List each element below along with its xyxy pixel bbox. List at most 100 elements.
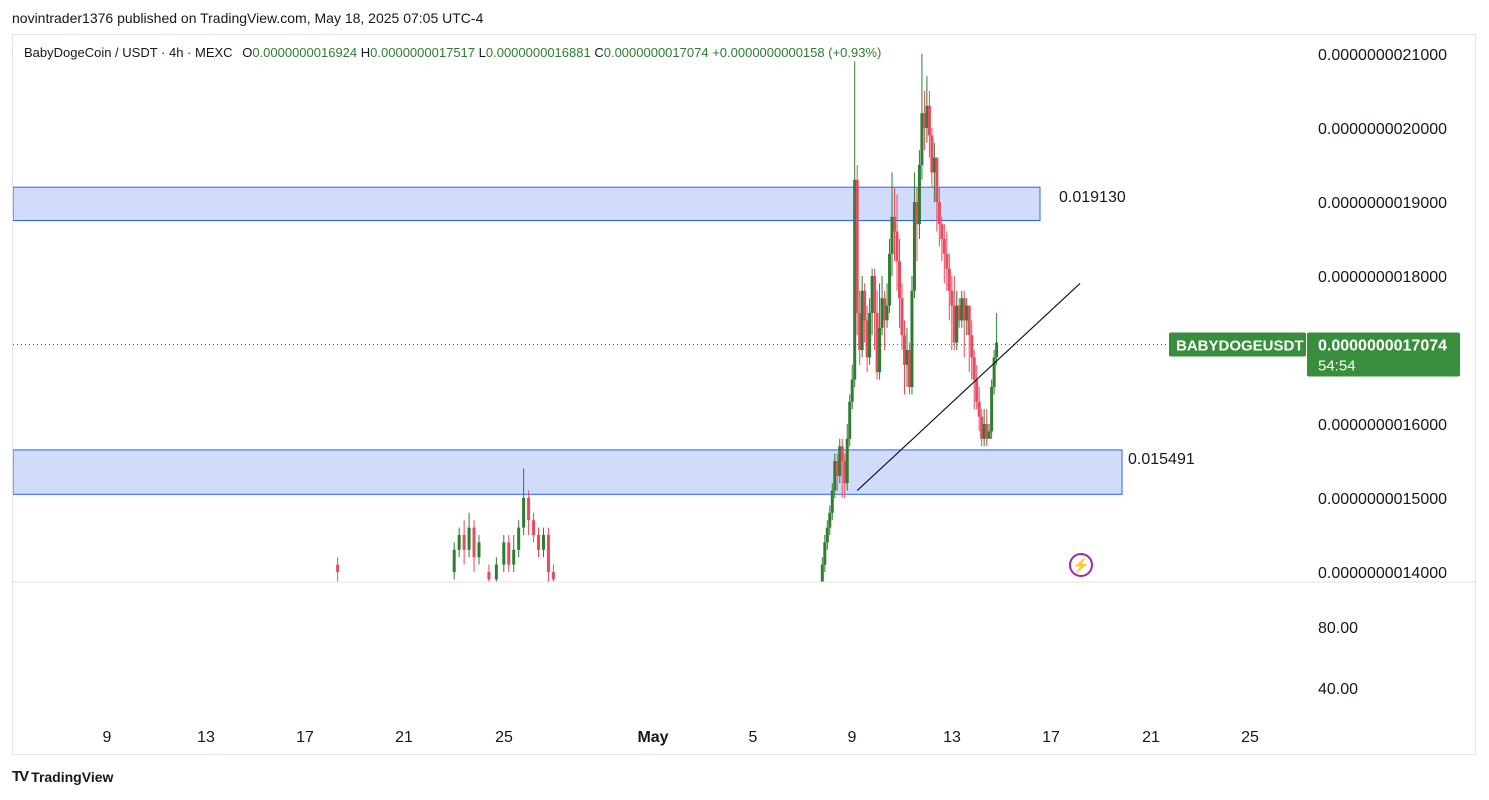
- support-zone-label: 0.015491: [1128, 451, 1195, 468]
- candle-may-68-body: [990, 387, 994, 432]
- symbol-bar: BabyDogeCoin / USDT · 4h · MEXC O0.00000…: [24, 45, 881, 60]
- candle-may-13-body: [853, 179, 857, 380]
- price-tick-label: 0.0000000018000: [1318, 269, 1447, 286]
- candle-may-52-body: [950, 290, 954, 306]
- candle-may-43-body: [927, 105, 931, 136]
- candle-apr-1-body: [452, 549, 456, 572]
- candle-may-41-body: [922, 113, 926, 128]
- price-tick-label: 0.0000000015000: [1318, 491, 1447, 508]
- candle-may-28-body: [890, 216, 894, 254]
- candle-may-29-body: [893, 216, 897, 232]
- candle-may-42-body: [925, 105, 929, 128]
- tradingview-logo[interactable]: TV TradingView: [12, 768, 113, 785]
- candle-apr-12-body: [517, 527, 521, 550]
- candle-may-33-body: [902, 335, 906, 365]
- open-value: 0.0000000016924: [252, 45, 358, 60]
- candle-may-56-body: [960, 298, 964, 321]
- candle-may-48-body: [940, 224, 944, 239]
- candle-may-17-body: [863, 290, 867, 321]
- candle-apr-17-body: [541, 535, 545, 550]
- candle-apr-15-body: [532, 520, 536, 535]
- candle-may-20-body: [870, 276, 874, 313]
- candle-may-19-body: [868, 313, 872, 358]
- candle-may-44-body: [930, 135, 934, 173]
- time-tick-label: 5: [749, 729, 758, 746]
- brand-name: TradingView: [31, 768, 114, 785]
- candle-may-55-body: [957, 305, 961, 321]
- candle-may-53-body: [952, 305, 956, 343]
- candle-apr-3-body: [462, 535, 466, 550]
- candle-may-70-body: [995, 342, 999, 358]
- time-tick-label: 13: [197, 729, 215, 746]
- symbol-tag-bg: [1169, 332, 1306, 357]
- oscillator-tick-label: 40.00: [1318, 681, 1358, 698]
- candle-may-9-body: [843, 461, 847, 484]
- candle-may-24-body: [880, 298, 884, 328]
- low-value: 0.0000000016881: [485, 45, 591, 60]
- candle-apr-10-body: [507, 542, 511, 565]
- candle-may-25-body: [883, 298, 887, 321]
- chart-frame[interactable]: [12, 34, 1476, 755]
- candle-may-3-body: [828, 512, 832, 528]
- price-pane: [13, 54, 1307, 582]
- time-tick-label: May: [637, 729, 668, 746]
- price-tick-label: 0.0000000014000: [1318, 565, 1447, 582]
- candle-apr-19-body: [551, 572, 555, 580]
- candle-may-57-body: [962, 298, 966, 321]
- time-tick-label: 9: [848, 729, 857, 746]
- symbol-label[interactable]: BabyDogeCoin / USDT · 4h · MEXC: [24, 45, 233, 60]
- candle-may-10-body: [845, 438, 849, 484]
- candle-apr-9-body: [502, 542, 506, 565]
- candle-apr-0-body: [336, 564, 340, 572]
- candle-apr-7-body: [487, 572, 491, 580]
- candle-may-39-body: [917, 165, 921, 225]
- candle-may-18-body: [865, 320, 869, 358]
- time-tick-label: 17: [296, 729, 314, 746]
- symbol-tag-label: BABYDOGEUSDT: [1176, 338, 1304, 355]
- time-tick-label: 25: [1241, 729, 1259, 746]
- close-value: 0.0000000017074: [603, 45, 709, 60]
- candle-apr-6-body: [477, 542, 481, 558]
- candle-may-67-body: [987, 431, 991, 439]
- lightning-icon[interactable]: ⚡: [1069, 553, 1093, 577]
- candle-may-23-body: [878, 327, 882, 373]
- change-percent: (+0.93%): [828, 45, 882, 60]
- candle-may-31-body: [898, 261, 902, 299]
- price-tag-countdown: 54:54: [1318, 358, 1356, 375]
- candle-apr-13-body: [522, 498, 526, 528]
- candle-apr-2-body: [457, 535, 461, 550]
- candle-may-65-body: [982, 424, 986, 439]
- candle-may-30-body: [895, 231, 899, 262]
- candle-may-50-body: [945, 253, 949, 269]
- candle-may-11-body: [848, 401, 852, 439]
- publisher-line: novintrader1376 published on TradingView…: [12, 10, 484, 26]
- candle-may-2-body: [825, 527, 829, 543]
- close-label: C: [594, 45, 604, 60]
- trendline: [856, 282, 1081, 492]
- candle-may-54-body: [955, 305, 959, 343]
- price-tick-label: 0.0000000019000: [1318, 195, 1447, 212]
- candle-apr-16-body: [537, 535, 541, 550]
- time-tick-label: 17: [1042, 729, 1060, 746]
- candle-may-0-body: [820, 564, 824, 582]
- candle-may-64-body: [980, 416, 984, 439]
- candle-apr-4-body: [467, 527, 471, 550]
- candle-may-63-body: [977, 401, 981, 417]
- candle-may-15-body: [858, 313, 862, 350]
- candle-may-32-body: [900, 298, 904, 336]
- candle-may-69-body: [992, 357, 996, 387]
- price-tick-label: 0.0000000020000: [1318, 121, 1447, 138]
- candle-apr-18-body: [546, 535, 550, 572]
- candle-apr-8-body: [494, 564, 498, 580]
- candle-apr-5-body: [472, 527, 476, 558]
- candle-may-66-body: [985, 424, 989, 439]
- high-value: 0.0000000017517: [370, 45, 476, 60]
- candle-may-47-body: [937, 202, 941, 225]
- candle-may-14-body: [855, 179, 859, 313]
- resistance-zone: [13, 186, 1041, 221]
- candle-may-16-body: [860, 290, 864, 350]
- open-label: O: [242, 45, 253, 60]
- candle-may-27-body: [888, 253, 892, 306]
- tradingview-logo-icon: TV: [12, 768, 29, 785]
